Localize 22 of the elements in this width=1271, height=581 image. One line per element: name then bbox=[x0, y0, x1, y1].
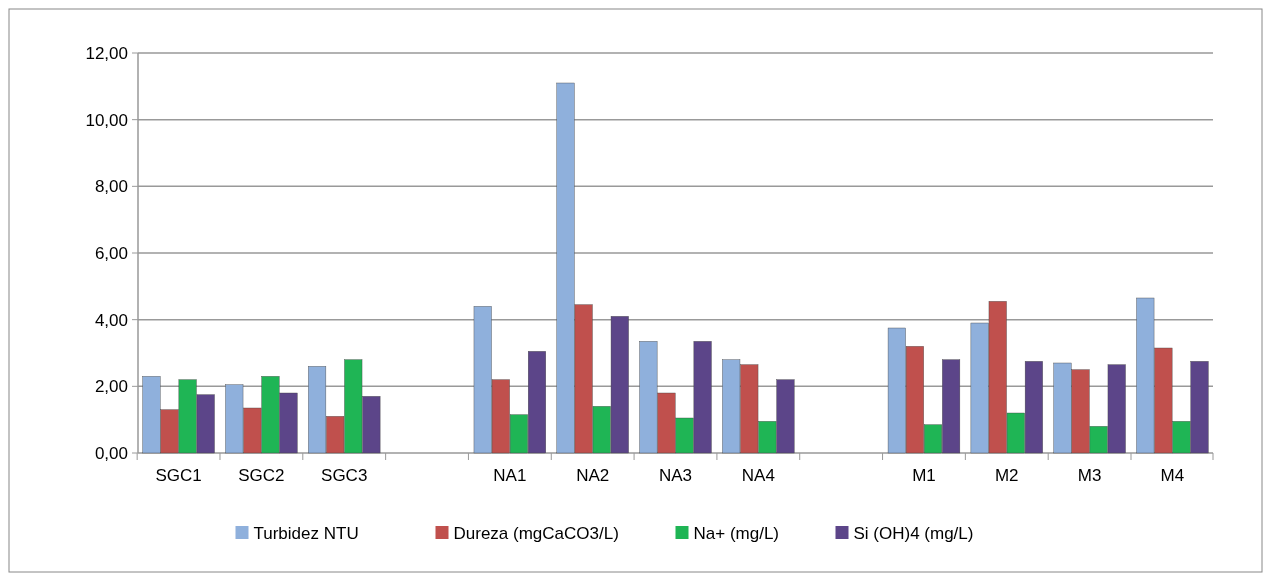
x-tick-label: NA3 bbox=[658, 466, 693, 485]
x-tick-label: NA2 bbox=[576, 466, 610, 485]
x-tick-label: SGC1 bbox=[155, 466, 202, 485]
x-tick-label: M3 bbox=[1077, 466, 1102, 485]
x-tick-label: NA4 bbox=[741, 466, 775, 485]
x-tick-label: M1 bbox=[912, 466, 936, 485]
legend-label: Na+ (mg/L) bbox=[693, 523, 779, 543]
y-tick-label: 6,00 bbox=[94, 243, 128, 263]
y-tick-label: 12,00 bbox=[85, 43, 128, 63]
legend-label: Si (OH)4 (mg/L) bbox=[853, 523, 974, 543]
x-tick-label: NA1 bbox=[493, 466, 527, 485]
x-tick-label: SGC3 bbox=[321, 466, 368, 485]
x-tick-label: SGC2 bbox=[238, 466, 285, 485]
y-tick-label: 4,00 bbox=[94, 310, 128, 330]
x-tick-label: M4 bbox=[1160, 466, 1185, 485]
y-tick-label: 10,00 bbox=[85, 110, 128, 130]
y-tick-label: 2,00 bbox=[94, 377, 128, 397]
legend-label: Dureza (mgCaCO3/L) bbox=[453, 523, 619, 543]
legend-label: Turbidez NTU bbox=[253, 523, 359, 543]
y-tick-label: 8,00 bbox=[94, 177, 128, 197]
y-tick-label: 0,00 bbox=[94, 443, 128, 463]
x-tick-label: M2 bbox=[994, 466, 1019, 485]
